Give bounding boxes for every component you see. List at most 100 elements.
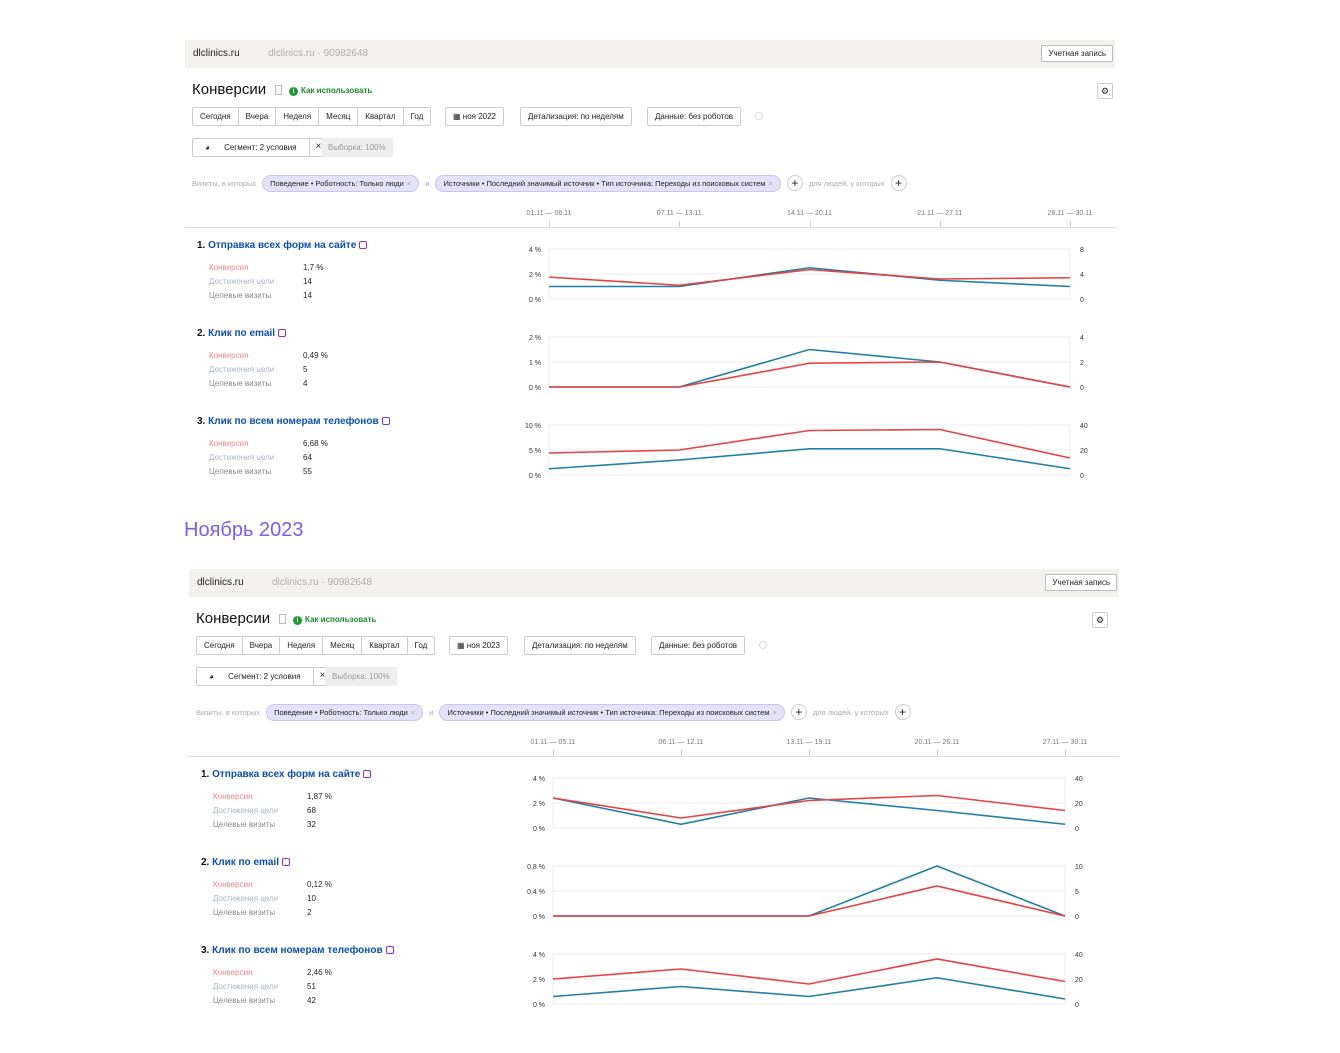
period-5[interactable]: Год [414, 641, 428, 650]
chip-label: Источники • Последний значимый источник … [443, 178, 766, 188]
clear-segment-button[interactable]: × [312, 668, 332, 685]
add-people-condition-button[interactable]: + [890, 175, 907, 191]
visits-label: Визиты, в которых [192, 178, 257, 188]
period-3[interactable]: Месяц [323, 637, 363, 654]
help-icon[interactable] [759, 641, 767, 649]
remove-chip-icon[interactable]: × [410, 707, 416, 717]
filter-chip-source[interactable]: Источники • Последний значимый источник … [439, 703, 785, 721]
period-3[interactable]: Месяц [319, 108, 359, 125]
add-condition-button[interactable]: + [790, 704, 807, 720]
period-0[interactable]: Сегодня [193, 108, 239, 125]
detail-label: Детализация: по неделям [528, 112, 624, 121]
period-5[interactable]: Год [410, 112, 424, 121]
period-1[interactable]: Вчера [243, 637, 281, 654]
remove-chip-icon[interactable]: × [406, 178, 412, 188]
goal-title[interactable]: 3. Клик по всем номерам телефонов [197, 416, 527, 427]
filter-row: Визиты, в которых Поведение • Роботность:… [192, 174, 907, 192]
filter-chip-behavior[interactable]: Поведение • Роботность: Только люди × [262, 174, 420, 192]
pie-icon: ◕ [205, 143, 213, 152]
help-icon[interactable] [755, 112, 763, 120]
date-tick [809, 221, 811, 227]
metric-label: Достижения цели [209, 453, 275, 462]
goal-name[interactable]: Клик по всем номерам телефонов [208, 416, 379, 427]
left-tick-label: 1 % [529, 360, 541, 367]
bookmark-icon[interactable] [275, 85, 282, 95]
remove-chip-icon[interactable]: × [768, 178, 773, 188]
how-to-link[interactable]: i Как использовать [293, 615, 376, 625]
metric-label: Целевые визиты [213, 908, 276, 917]
detail-dropdown[interactable]: Детализация: по неделям [524, 636, 636, 655]
metric-row: Конверсия 0,12 % [201, 880, 531, 889]
segment-dropdown[interactable]: ◕ Сегмент: 2 условия [197, 668, 313, 685]
period-4[interactable]: Квартал [358, 108, 404, 125]
left-tick-label: 4 % [529, 247, 541, 254]
how-to-label: Как использовать [301, 86, 373, 95]
top-bar: dlclinics.ru dlclinics.ru · 90982648 Учетн… [189, 569, 1119, 597]
add-people-condition-button[interactable]: + [894, 704, 911, 720]
site-selector[interactable]: dlclinics.ru [193, 48, 240, 59]
bookmark-icon[interactable] [279, 614, 286, 624]
filter-chip-behavior[interactable]: Поведение • Роботность: Только люди × [266, 703, 424, 721]
period-2[interactable]: Неделя [276, 108, 320, 125]
detail-dropdown[interactable]: Детализация: по неделям [520, 107, 632, 126]
segment-control: ◕ Сегмент: 2 условия × [192, 138, 329, 157]
site-selector[interactable]: dlclinics.ru [197, 577, 244, 588]
remove-chip-icon[interactable]: × [772, 707, 777, 717]
period-4[interactable]: Квартал [362, 637, 408, 654]
account-button[interactable]: Учетная запись [1045, 574, 1117, 591]
right-tick-label: 0 [1075, 914, 1079, 921]
clear-segment-button[interactable]: × [308, 139, 328, 156]
conversion-line [552, 794, 1066, 819]
goal-title[interactable]: 1. Отправка всех форм на сайте [197, 240, 527, 251]
goal-name[interactable]: Клик по всем номерам телефонов [212, 945, 383, 956]
segment-dropdown[interactable]: ◕ Сегмент: 2 условия [193, 139, 309, 156]
sample-dropdown[interactable]: Выборка: 100% [321, 138, 393, 157]
date-picker[interactable]: ▦ ноя 2022 [445, 107, 504, 126]
metric-row: Конверсия 2,46 % [201, 968, 531, 977]
goal-name[interactable]: Отправка всех форм на сайте [208, 240, 357, 251]
goal-number: 1. [201, 769, 210, 780]
date-header: 01.11 — 05.11 06.11 — 12.11 13.11 — 19.11 2… [189, 737, 1119, 757]
goal-name[interactable]: Клик по email [208, 328, 276, 339]
settings-icon[interactable]: ⚙ [1097, 83, 1113, 99]
goal-title[interactable]: 2. Клик по email [201, 857, 531, 868]
right-tick-label: 40 [1075, 952, 1083, 959]
chip-label: Источники • Последний значимый источник … [447, 707, 770, 717]
period-2[interactable]: Неделя [280, 637, 324, 654]
filter-chip-source[interactable]: Источники • Последний значимый источник … [435, 174, 781, 192]
right-tick-label: 4 [1080, 272, 1084, 279]
metric-value: 64 [303, 453, 312, 462]
goal-title[interactable]: 3. Клик по всем номерам телефонов [201, 945, 531, 956]
right-tick-label: 40 [1080, 423, 1088, 430]
period-0[interactable]: Сегодня [197, 637, 243, 654]
left-tick-label: 0 % [529, 473, 541, 480]
metric-row: Конверсия 6,68 % [197, 439, 527, 448]
date-picker[interactable]: ▦ ноя 2023 [449, 636, 508, 655]
date-tick [681, 750, 682, 756]
metric-value: 4 [303, 379, 308, 388]
how-to-link[interactable]: i Как использовать [289, 86, 372, 96]
metric-label: Достижения цели [209, 277, 275, 286]
goal-name[interactable]: Отправка всех форм на сайте [212, 769, 361, 780]
date-label: 07.11 — 13.11 [656, 210, 702, 217]
right-tick-label: 10 [1075, 864, 1083, 871]
goal-title[interactable]: 2. Клик по email [197, 328, 527, 339]
goal-number: 3. [201, 945, 210, 956]
info-icon: i [293, 616, 302, 625]
data-dropdown[interactable]: Данные: без роботов [651, 636, 746, 655]
settings-icon[interactable]: ⚙ [1092, 612, 1108, 628]
add-condition-button[interactable]: + [786, 175, 803, 191]
metric-value: 0,49 % [303, 351, 328, 360]
goal-name[interactable]: Клик по email [212, 857, 280, 868]
counter-label: dlclinics.ru · 90982648 [272, 577, 373, 588]
metric-label: Конверсия [209, 263, 249, 272]
sample-dropdown[interactable]: Выборка: 100% [325, 667, 397, 686]
goal-title[interactable]: 1. Отправка всех форм на сайте [201, 769, 531, 780]
left-tick-label: 4 % [533, 776, 545, 783]
period-1[interactable]: Вчера [239, 108, 277, 125]
metric-label: Конверсия [213, 968, 253, 977]
data-dropdown[interactable]: Данные: без роботов [647, 107, 742, 126]
metric-label: Конверсия [209, 351, 249, 360]
account-button[interactable]: Учетная запись [1041, 45, 1113, 62]
metric-value: 6,68 % [303, 439, 328, 448]
